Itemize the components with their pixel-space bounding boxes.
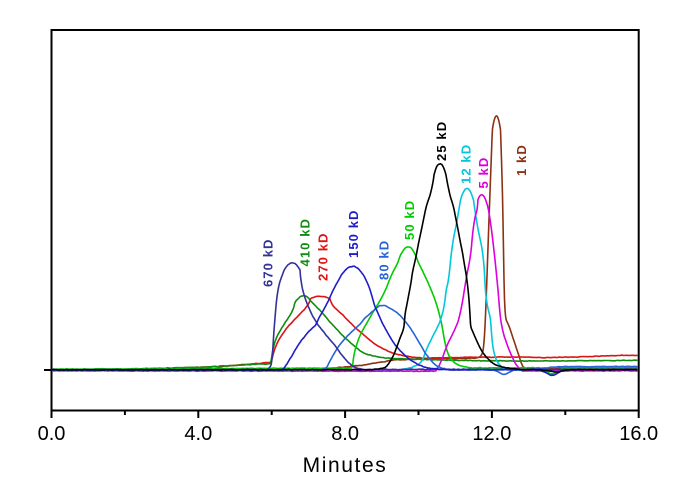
svg-text:12 kD: 12 kD [459,144,474,184]
svg-text:410 kD: 410 kD [298,218,313,267]
svg-text:0.0: 0.0 [38,423,66,445]
svg-text:8.0: 8.0 [331,423,359,445]
svg-text:50 kD: 50 kD [402,200,417,240]
svg-text:150 kD: 150 kD [346,209,361,258]
svg-text:4.0: 4.0 [184,423,212,445]
svg-text:670 kD: 670 kD [260,238,275,287]
svg-text:5 kD: 5 kD [476,157,491,189]
svg-text:270 kD: 270 kD [316,232,331,281]
svg-text:16.0: 16.0 [619,423,658,445]
svg-text:25 kD: 25 kD [434,121,449,161]
svg-text:Minutes: Minutes [303,454,388,477]
svg-text:80 kD: 80 kD [377,240,392,280]
svg-text:12.0: 12.0 [472,423,511,445]
svg-text:1 kD: 1 kD [514,144,529,176]
